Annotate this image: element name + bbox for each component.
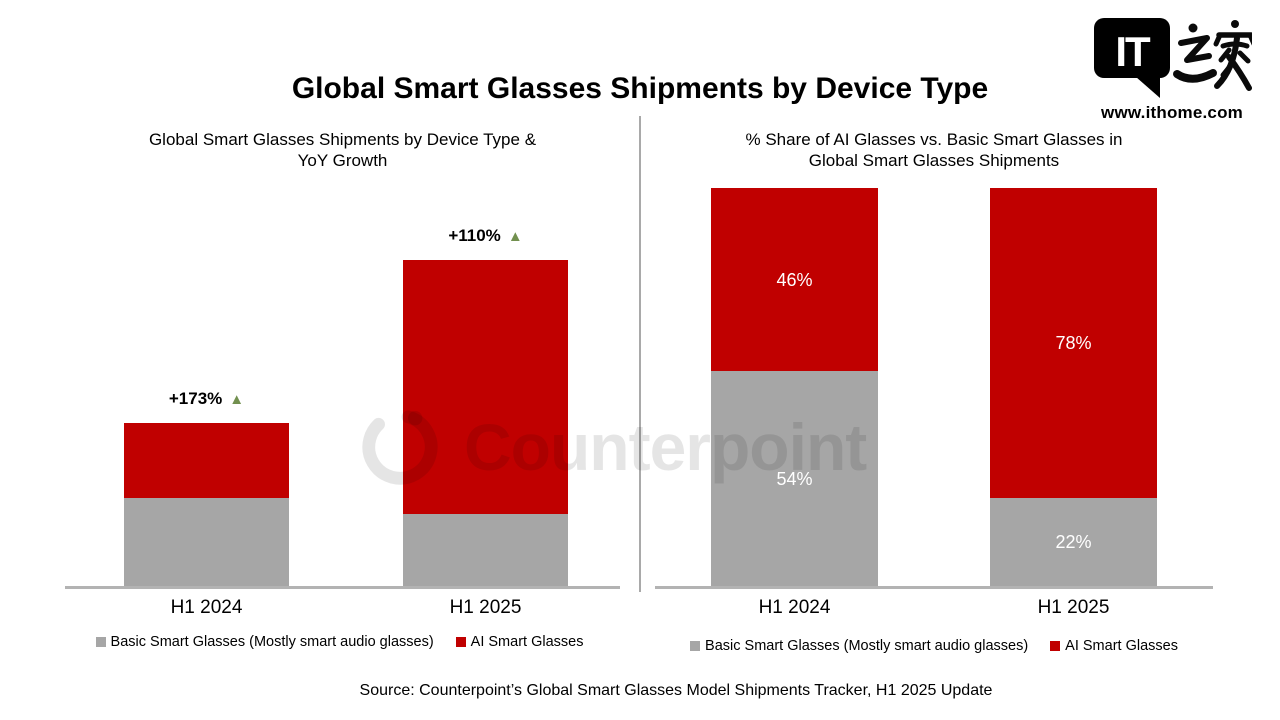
x-axis-label: H1 2025 <box>449 597 522 618</box>
bar-segment-ai <box>990 188 1157 499</box>
segment-value-label: 46% <box>776 269 813 290</box>
legend-label-ai: AI Smart Glasses <box>470 634 584 650</box>
segment-value-label: 54% <box>776 468 813 489</box>
x-axis-label: H1 2024 <box>170 597 243 618</box>
page-title: Global Smart Glasses Shipments by Device… <box>291 72 989 106</box>
bar-segment-basic <box>124 497 289 586</box>
legend-item-ai: AI Smart Glasses <box>455 634 584 650</box>
bar-segment-basic <box>711 371 878 586</box>
ithome-logo-bubble: IT <box>1094 18 1170 98</box>
left-chart-title-line1: Global Smart Glasses Shipments by Device… <box>148 130 537 149</box>
right-x-axis-line <box>655 586 1213 589</box>
growth-triangle-icon: ▲ <box>507 228 523 245</box>
ithome-logo: IT www.ithome.com <box>1092 16 1252 123</box>
ithome-logo-it-text: IT <box>1115 28 1151 75</box>
x-axis-label: H1 2024 <box>758 597 831 618</box>
yoy-growth-value: +173% <box>168 389 223 408</box>
yoy-growth-value: +110% <box>448 226 501 245</box>
basic-glasses-swatch-icon <box>690 641 701 651</box>
right-chart-title-line2: Global Smart Glasses Shipments <box>808 151 1060 170</box>
legend-label-ai: AI Smart Glasses <box>1065 638 1178 654</box>
ai-glasses-swatch-icon <box>455 637 466 647</box>
right-chart-title-line1: % Share of AI Glasses vs. Basic Smart Gl… <box>745 130 1123 149</box>
legend-item-ai: AI Smart Glasses <box>1050 638 1178 654</box>
left-x-axis-line <box>65 586 620 589</box>
left-chart-plot: H1 2024 +173% ▲ H1 2025 +110% ▲ <box>65 180 620 618</box>
bar-segment-ai <box>403 260 568 515</box>
yoy-growth-annotation: +110% ▲ <box>406 225 566 247</box>
right-chart-title: % Share of AI Glasses vs. Basic Smart Gl… <box>655 129 1213 171</box>
left-chart-title: Global Smart Glasses Shipments by Device… <box>65 129 620 171</box>
left-chart-legend: Basic Smart Glasses (Mostly smart audio … <box>62 634 617 650</box>
bar-segment-basic <box>403 514 568 586</box>
left-chart-title-line2: YoY Growth <box>297 151 388 170</box>
growth-triangle-icon: ▲ <box>229 391 245 408</box>
ai-glasses-swatch-icon <box>1050 641 1061 651</box>
segment-value-label: 78% <box>1055 333 1092 354</box>
source-note: Source: Counterpoint’s Global Smart Glas… <box>359 682 993 699</box>
legend-item-basic: Basic Smart Glasses (Mostly smart audio … <box>95 634 434 650</box>
legend-item-basic: Basic Smart Glasses (Mostly smart audio … <box>690 638 1028 654</box>
legend-label-basic: Basic Smart Glasses (Mostly smart audio … <box>110 634 434 650</box>
ithome-url: www.ithome.com <box>1101 103 1243 122</box>
ithome-logo-graphic: IT <box>1094 18 1252 98</box>
yoy-growth-annotation: +173% ▲ <box>127 388 287 410</box>
segment-value-label: 22% <box>1055 532 1092 553</box>
x-axis-label: H1 2025 <box>1037 597 1110 618</box>
bar-segment-basic <box>990 498 1157 586</box>
right-chart-plot: 54% 46% H1 2024 22% 78% H1 2025 <box>655 180 1213 618</box>
panel-divider <box>639 116 641 592</box>
bar-segment-ai <box>711 188 878 372</box>
ithome-logo-chinese-characters <box>1173 20 1252 91</box>
basic-glasses-swatch-icon <box>95 637 106 647</box>
right-chart-legend: Basic Smart Glasses (Mostly smart audio … <box>655 638 1213 654</box>
legend-label-basic: Basic Smart Glasses (Mostly smart audio … <box>705 638 1029 654</box>
bar-segment-ai <box>124 423 289 498</box>
